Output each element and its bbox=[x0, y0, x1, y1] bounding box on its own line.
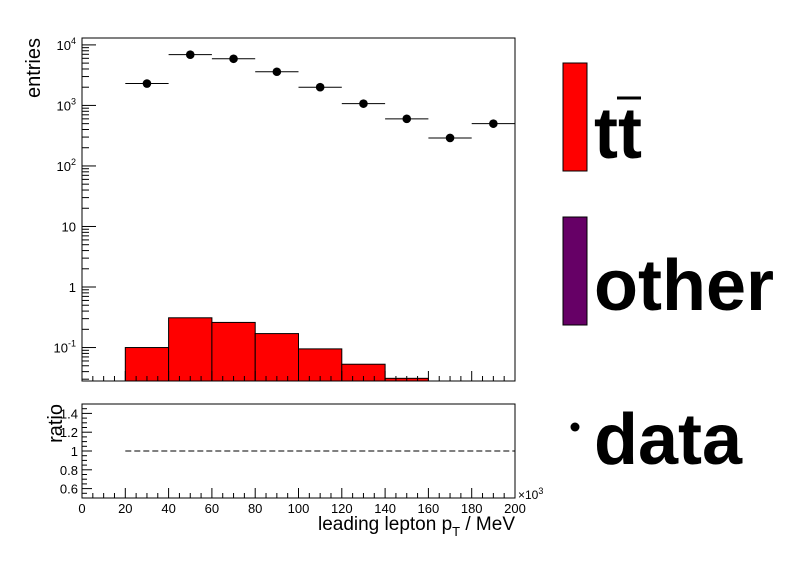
main-y-tick-label: 103 bbox=[57, 96, 76, 113]
ratio-y-axis-title: ratio bbox=[45, 404, 67, 443]
x-tick-label: 140 bbox=[374, 501, 396, 516]
main-frame bbox=[81, 37, 516, 382]
ratio-panel: 0.6 0.8 1 1.2 1.4 0 20 40 60 80 100 120 140 160 180 20… bbox=[45, 403, 543, 539]
data-point bbox=[402, 114, 412, 124]
ttbar-bar bbox=[211, 321, 256, 382]
x-axis-title: leading lepton pT / MeV bbox=[318, 514, 515, 539]
main-y-tick-label: 104 bbox=[57, 36, 76, 53]
main-y-tick-label: 10-1 bbox=[54, 339, 76, 356]
x-tick-label: 60 bbox=[205, 501, 219, 516]
x-tick-label: 100 bbox=[288, 501, 310, 516]
data-points bbox=[125, 50, 515, 143]
data-point bbox=[142, 79, 152, 88]
legend-item-other: other bbox=[562, 216, 774, 326]
legend-item-ttbar: tt bbox=[562, 62, 642, 174]
x-tick-label: 20 bbox=[118, 501, 132, 516]
data-point bbox=[229, 54, 238, 64]
ttbar-bar bbox=[124, 347, 170, 382]
legend-marker-data bbox=[570, 422, 580, 432]
x-axis-multiplier: ×103 bbox=[518, 486, 543, 502]
x-tick-label: 180 bbox=[461, 501, 483, 516]
main-y-tick-label: 1 bbox=[69, 280, 76, 295]
data-point bbox=[185, 50, 195, 59]
ttbar-bar bbox=[298, 348, 343, 382]
data-point bbox=[315, 82, 325, 92]
legend-item-data: data bbox=[570, 400, 743, 480]
ratio-y-tick-label: 0.8 bbox=[60, 463, 78, 478]
legend-label-ttbar: tt bbox=[594, 94, 642, 174]
legend-label-other: other bbox=[594, 246, 774, 326]
ratio-x-ticks: 0 20 40 60 80 100 120 140 160 180 200 bbox=[78, 488, 526, 516]
main-y-ticks: 10-1 1 10 102 103 104 bbox=[54, 36, 96, 380]
legend-label-data: data bbox=[594, 400, 743, 480]
data-point bbox=[445, 133, 455, 143]
data-point bbox=[359, 99, 368, 108]
x-tick-label: 120 bbox=[331, 501, 353, 516]
x-tick-label: 160 bbox=[418, 501, 440, 516]
main-y-tick-label: 10 bbox=[62, 219, 76, 234]
ratio-y-tick-label: 1 bbox=[71, 444, 78, 459]
ttbar-bar bbox=[168, 317, 213, 382]
ratio-y-tick-label: 0.6 bbox=[60, 482, 78, 497]
legend-swatch-other bbox=[562, 216, 588, 326]
ratio-y-ticks: 0.6 0.8 1 1.2 1.4 bbox=[60, 403, 92, 499]
x-tick-label: 0 bbox=[78, 501, 85, 516]
data-point bbox=[272, 67, 282, 77]
ratio-y-tick-label: 1.4 bbox=[60, 406, 78, 421]
legend: tt other data bbox=[562, 62, 774, 480]
legend-swatch-ttbar bbox=[562, 62, 588, 172]
main-x-ticks bbox=[81, 371, 516, 381]
ttbar-histogram bbox=[124, 317, 429, 382]
x-tick-label: 80 bbox=[248, 501, 262, 516]
x-tick-label: 200 bbox=[504, 501, 526, 516]
main-panel: 10-1 1 10 102 103 104 entries bbox=[23, 36, 516, 382]
ttbar-bar bbox=[254, 333, 299, 382]
x-tick-label: 40 bbox=[161, 501, 175, 516]
main-y-axis-title: entries bbox=[23, 38, 45, 98]
data-point bbox=[489, 119, 498, 128]
ratio-y-tick-label: 1.2 bbox=[60, 425, 78, 440]
main-y-tick-label: 102 bbox=[57, 157, 76, 174]
